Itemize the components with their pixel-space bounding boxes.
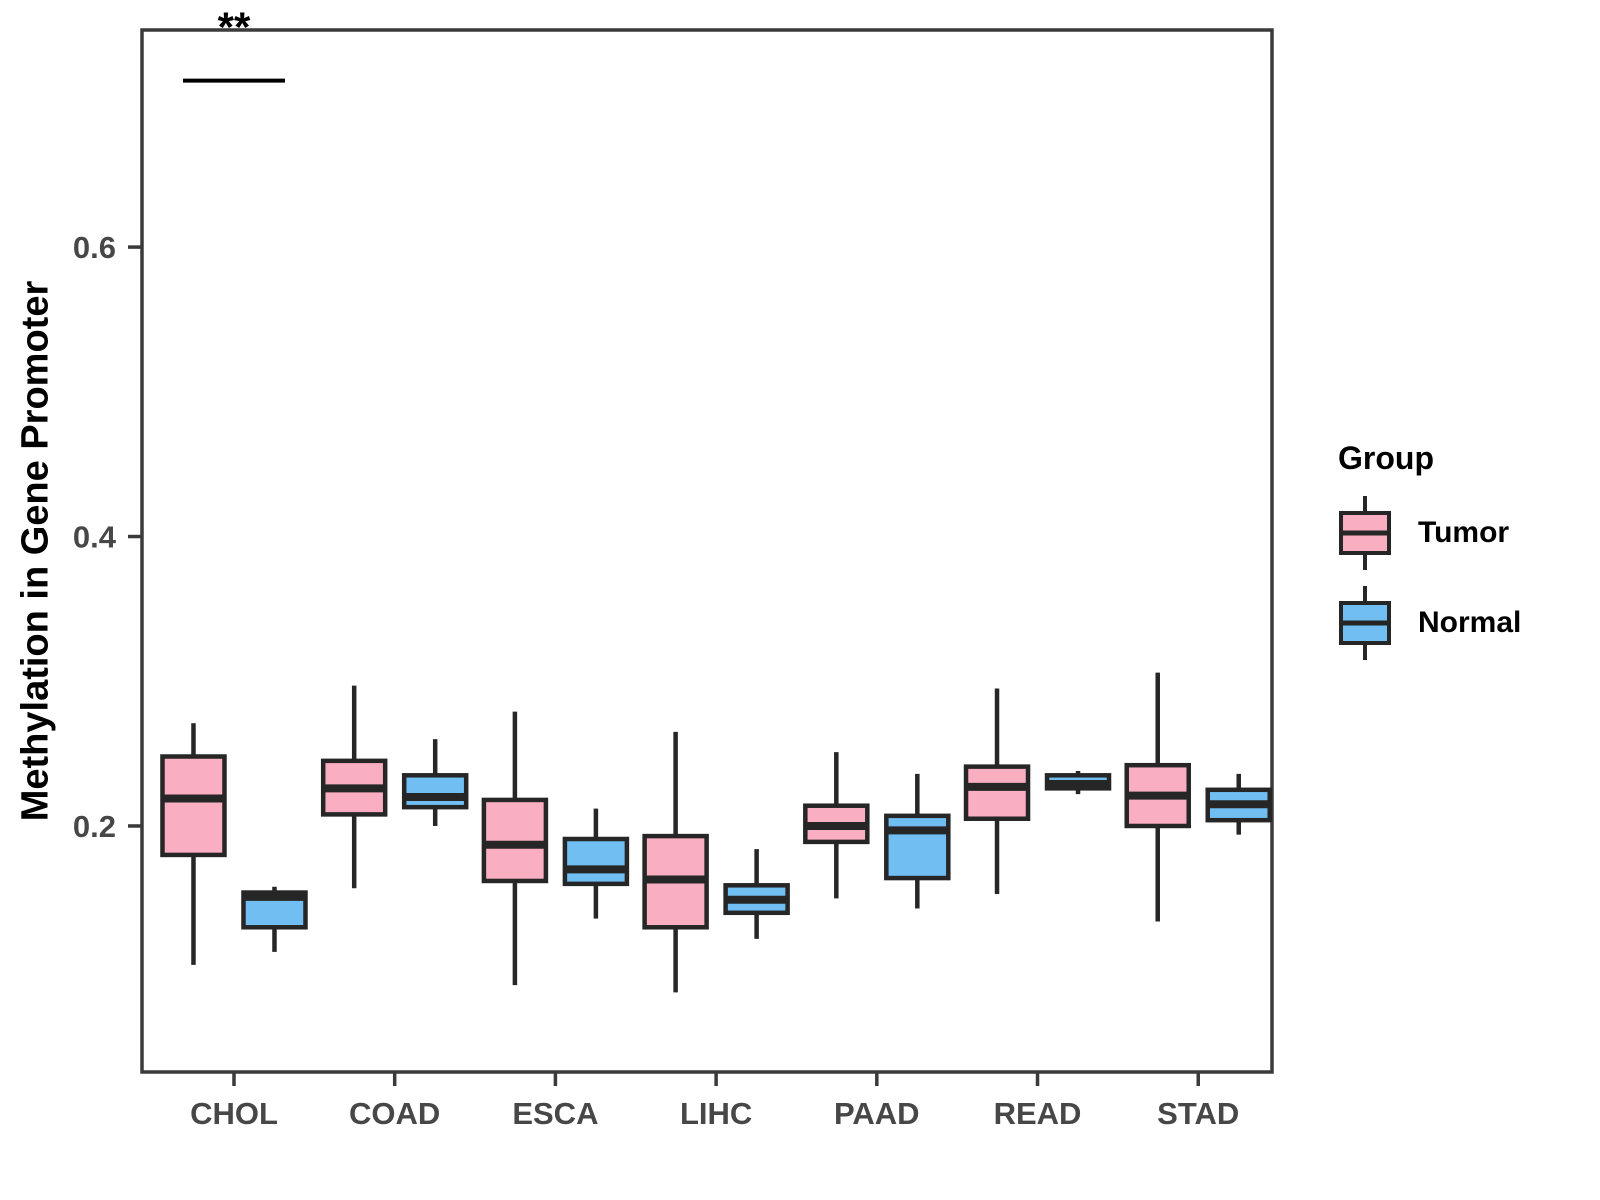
x-category-label: PAAD xyxy=(834,1096,920,1131)
tumor-box-esca xyxy=(481,797,549,884)
x-category-label: STAD xyxy=(1157,1096,1239,1131)
legend-item-tumor: Tumor xyxy=(1336,493,1596,573)
x-category-label: COAD xyxy=(349,1096,440,1131)
tumor-boxplot-glyph xyxy=(1339,496,1391,570)
significance-stars: ** xyxy=(218,4,251,51)
legend-label-tumor: Tumor xyxy=(1418,516,1510,549)
normal-box-esca xyxy=(562,836,630,887)
legend-label-normal: Normal xyxy=(1418,606,1522,639)
legend-title: Group xyxy=(1338,440,1434,476)
tumor-box-read xyxy=(963,764,1031,821)
panel-border xyxy=(140,28,1274,1074)
y-axis-title: Methylation in Gene Promoter xyxy=(14,280,57,822)
x-category-label: READ xyxy=(994,1096,1082,1131)
tumor-box-chol xyxy=(160,754,227,858)
y-tick-label: 0.2 xyxy=(73,809,116,844)
y-tick-label: 0.4 xyxy=(73,520,117,555)
x-category-label: LIHC xyxy=(680,1096,752,1131)
legend-item-normal: Normal xyxy=(1336,583,1596,663)
y-tick-label: 0.6 xyxy=(73,230,116,265)
legend: Group Tumor Normal xyxy=(1336,440,1596,673)
normal-boxplot-glyph xyxy=(1339,586,1391,660)
x-category-label: ESCA xyxy=(512,1096,598,1131)
normal-box-paad xyxy=(884,813,951,881)
normal-box-coad xyxy=(401,773,469,810)
x-category-label: CHOL xyxy=(190,1096,278,1131)
